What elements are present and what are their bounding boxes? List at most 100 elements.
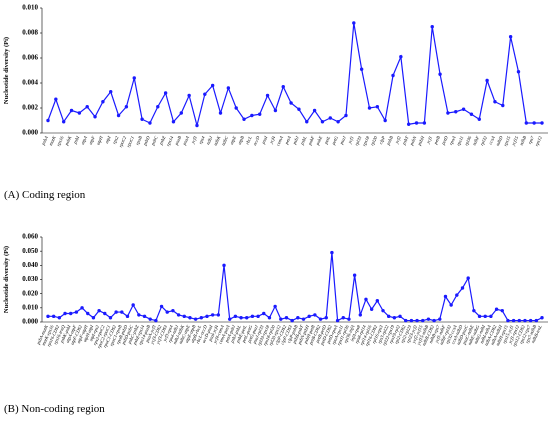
y-axis-label: Nucleotide diversity (Pi) — [3, 37, 10, 104]
x-tick-label: petA — [283, 135, 292, 146]
data-point — [57, 316, 62, 320]
data-point — [367, 106, 372, 110]
x-tick-label: petB — [432, 135, 441, 146]
caption: (A) Coding region — [4, 189, 86, 201]
data-point — [245, 316, 249, 320]
data-point — [421, 318, 425, 323]
data-point — [187, 93, 191, 98]
data-point — [398, 314, 402, 319]
data-point — [108, 316, 113, 320]
data-point — [228, 317, 232, 321]
data-point — [69, 108, 74, 113]
data-point — [273, 108, 278, 113]
x-tick-label: rpoC2 — [118, 135, 128, 148]
x-tick-label: ycf15 — [510, 135, 519, 148]
x-tick-label: clpP — [378, 135, 386, 145]
data-point — [296, 316, 300, 320]
data-point — [233, 314, 238, 319]
data-point — [109, 90, 113, 94]
data-point — [330, 250, 334, 255]
data-point — [61, 120, 66, 124]
data-point — [312, 108, 317, 113]
x-tick-label: accD — [252, 135, 261, 147]
data-point — [422, 121, 427, 125]
x-tick-label: psbD — [142, 135, 151, 147]
x-tick-label: ndhJ — [205, 134, 214, 145]
data-point — [171, 308, 175, 313]
data-point — [318, 317, 323, 321]
data-point — [171, 120, 176, 124]
data-point — [386, 314, 391, 319]
x-tick-label: rpoB — [135, 135, 143, 146]
data-point — [454, 110, 458, 114]
x-tick-label: rps14 — [165, 135, 174, 147]
data-point — [341, 316, 345, 320]
data-point — [101, 100, 105, 104]
data-point — [438, 72, 442, 76]
data-point — [469, 112, 474, 116]
caption: (B) Non-coding region — [4, 403, 105, 415]
data-point — [267, 316, 272, 320]
y-tick-label: 0.040 — [22, 261, 38, 269]
x-tick-label: rps7 — [527, 135, 535, 145]
data-line — [47, 22, 542, 126]
data-point — [301, 317, 306, 321]
x-tick-label: psbA — [40, 135, 49, 147]
x-tick-label: rps18 — [361, 135, 370, 147]
data-point — [391, 73, 395, 78]
data-point — [430, 25, 434, 29]
x-tick-label: psbE — [315, 135, 324, 147]
data-point — [508, 35, 513, 39]
data-point — [460, 286, 465, 290]
x-tick-label: atpF — [88, 135, 96, 145]
data-point — [242, 117, 246, 121]
y-tick-label: 0.020 — [22, 289, 38, 297]
data-point — [281, 85, 285, 89]
x-tick-label: petG — [330, 135, 339, 147]
x-tick-label: rpl20 — [369, 135, 378, 147]
data-point — [532, 121, 536, 125]
data-point — [506, 318, 510, 323]
data-point — [205, 314, 209, 319]
data-point — [103, 311, 107, 316]
x-tick-label: psbT — [401, 135, 410, 147]
data-point — [432, 318, 436, 323]
data-point — [210, 83, 215, 88]
data-point — [262, 311, 266, 316]
data-point — [534, 318, 539, 323]
data-point — [140, 117, 144, 121]
data-point — [91, 316, 96, 320]
x-tick-label: ycf2 — [394, 135, 402, 146]
x-tick-label: ycf1 — [425, 135, 433, 145]
data-point — [132, 76, 136, 80]
data-point — [375, 299, 380, 303]
x-tick-label: matK — [48, 134, 57, 146]
x-tick-label: atpA — [80, 135, 88, 145]
data-point — [179, 111, 184, 115]
data-point — [199, 316, 204, 320]
data-point — [485, 78, 489, 83]
data-point — [438, 317, 442, 321]
data-point — [195, 123, 199, 128]
data-point — [472, 308, 476, 313]
data-point — [501, 103, 505, 108]
data-point — [234, 106, 238, 110]
x-tick-label: rps2 — [111, 135, 119, 145]
x-tick-label: rps16 — [56, 135, 65, 147]
x-tick-label: psbB — [385, 135, 394, 147]
x-tick-label: rpoC1 — [126, 135, 135, 148]
y-tick-label: 0.004 — [22, 79, 38, 87]
x-tick-label: rps4 — [198, 135, 206, 145]
y-tick-label: 0.010 — [22, 303, 38, 311]
x-tick-label: rps12 — [534, 135, 543, 147]
data-point — [182, 314, 186, 319]
x-tick-label: psbF — [307, 135, 316, 147]
x-tick-label: psbN — [408, 134, 417, 146]
data-point — [156, 105, 160, 109]
data-point — [375, 105, 380, 109]
data-point — [77, 111, 82, 115]
x-tick-label: ndhB — [519, 135, 528, 146]
data-point — [347, 317, 351, 321]
y-tick-label: 0.060 — [22, 233, 38, 241]
data-point — [494, 307, 499, 311]
